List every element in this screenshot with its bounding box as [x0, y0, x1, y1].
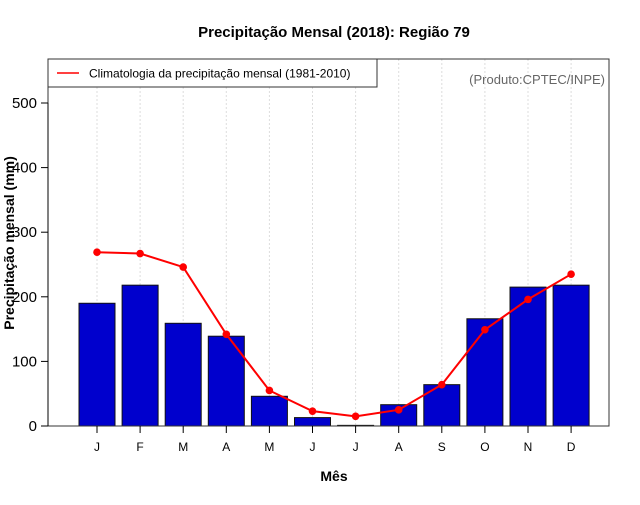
bar-5	[294, 417, 331, 427]
bar-1	[121, 284, 159, 427]
x-tick-label: M	[178, 440, 188, 454]
x-tick-label: S	[438, 440, 446, 454]
x-axis-label: Mês	[320, 468, 347, 484]
climatology-point-10	[524, 295, 532, 304]
chart-title: Precipitação Mensal (2018): Região 79	[198, 24, 470, 41]
climatology-line	[93, 248, 575, 421]
climatology-point-2	[179, 263, 187, 271]
y-tick-label: 500	[12, 95, 37, 112]
climatology-point-9	[481, 325, 489, 334]
climatology-polyline	[96, 251, 572, 418]
y-tick-label: 400	[12, 160, 37, 177]
y-tick-label: 200	[12, 289, 37, 306]
climatology-point-11	[567, 270, 575, 278]
y-tick-label: 300	[12, 224, 37, 241]
x-tick-label: A	[395, 440, 403, 454]
x-tick-label: M	[264, 440, 274, 454]
x-tick-label: F	[136, 440, 143, 454]
bar-11	[552, 284, 590, 427]
bar-10	[509, 286, 547, 427]
legend: Climatologia da precipitação mensal (198…	[47, 58, 378, 88]
x-tick-label: J	[310, 440, 316, 454]
climatology-point-7	[394, 406, 403, 414]
x-tick-label: J	[94, 440, 100, 454]
x-tick-label: J	[353, 440, 359, 454]
y-tick-label: 0	[29, 418, 37, 435]
x-tick-label: O	[480, 440, 489, 454]
climatology-point-5	[308, 407, 317, 415]
legend-label-climatology: Climatologia da precipitação mensal (198…	[89, 67, 350, 81]
bar-8	[423, 384, 461, 427]
x-tick-label: A	[222, 440, 230, 454]
x-tick-label: D	[567, 440, 576, 454]
climatology-point-6	[351, 412, 360, 421]
climatology-point-0	[93, 248, 101, 257]
y-tick-label: 100	[12, 353, 37, 370]
climatology-point-3	[222, 330, 231, 339]
bar-9	[466, 318, 504, 427]
legend-box	[47, 58, 378, 88]
bars	[78, 284, 590, 427]
climatology-point-4	[265, 386, 274, 395]
bar-2	[164, 322, 202, 427]
source-annotation: (Produto:CPTEC/INPE)	[469, 72, 605, 87]
y-axis: 0 100 200 300 400 500	[12, 95, 49, 435]
climatology-point-1	[136, 249, 144, 258]
bar-0	[78, 302, 116, 427]
climatology-point-8	[438, 380, 446, 389]
bar-4	[250, 395, 288, 427]
y-axis-label: Precipitação mensal (mm)	[1, 156, 17, 330]
x-tick-label: N	[524, 440, 533, 454]
